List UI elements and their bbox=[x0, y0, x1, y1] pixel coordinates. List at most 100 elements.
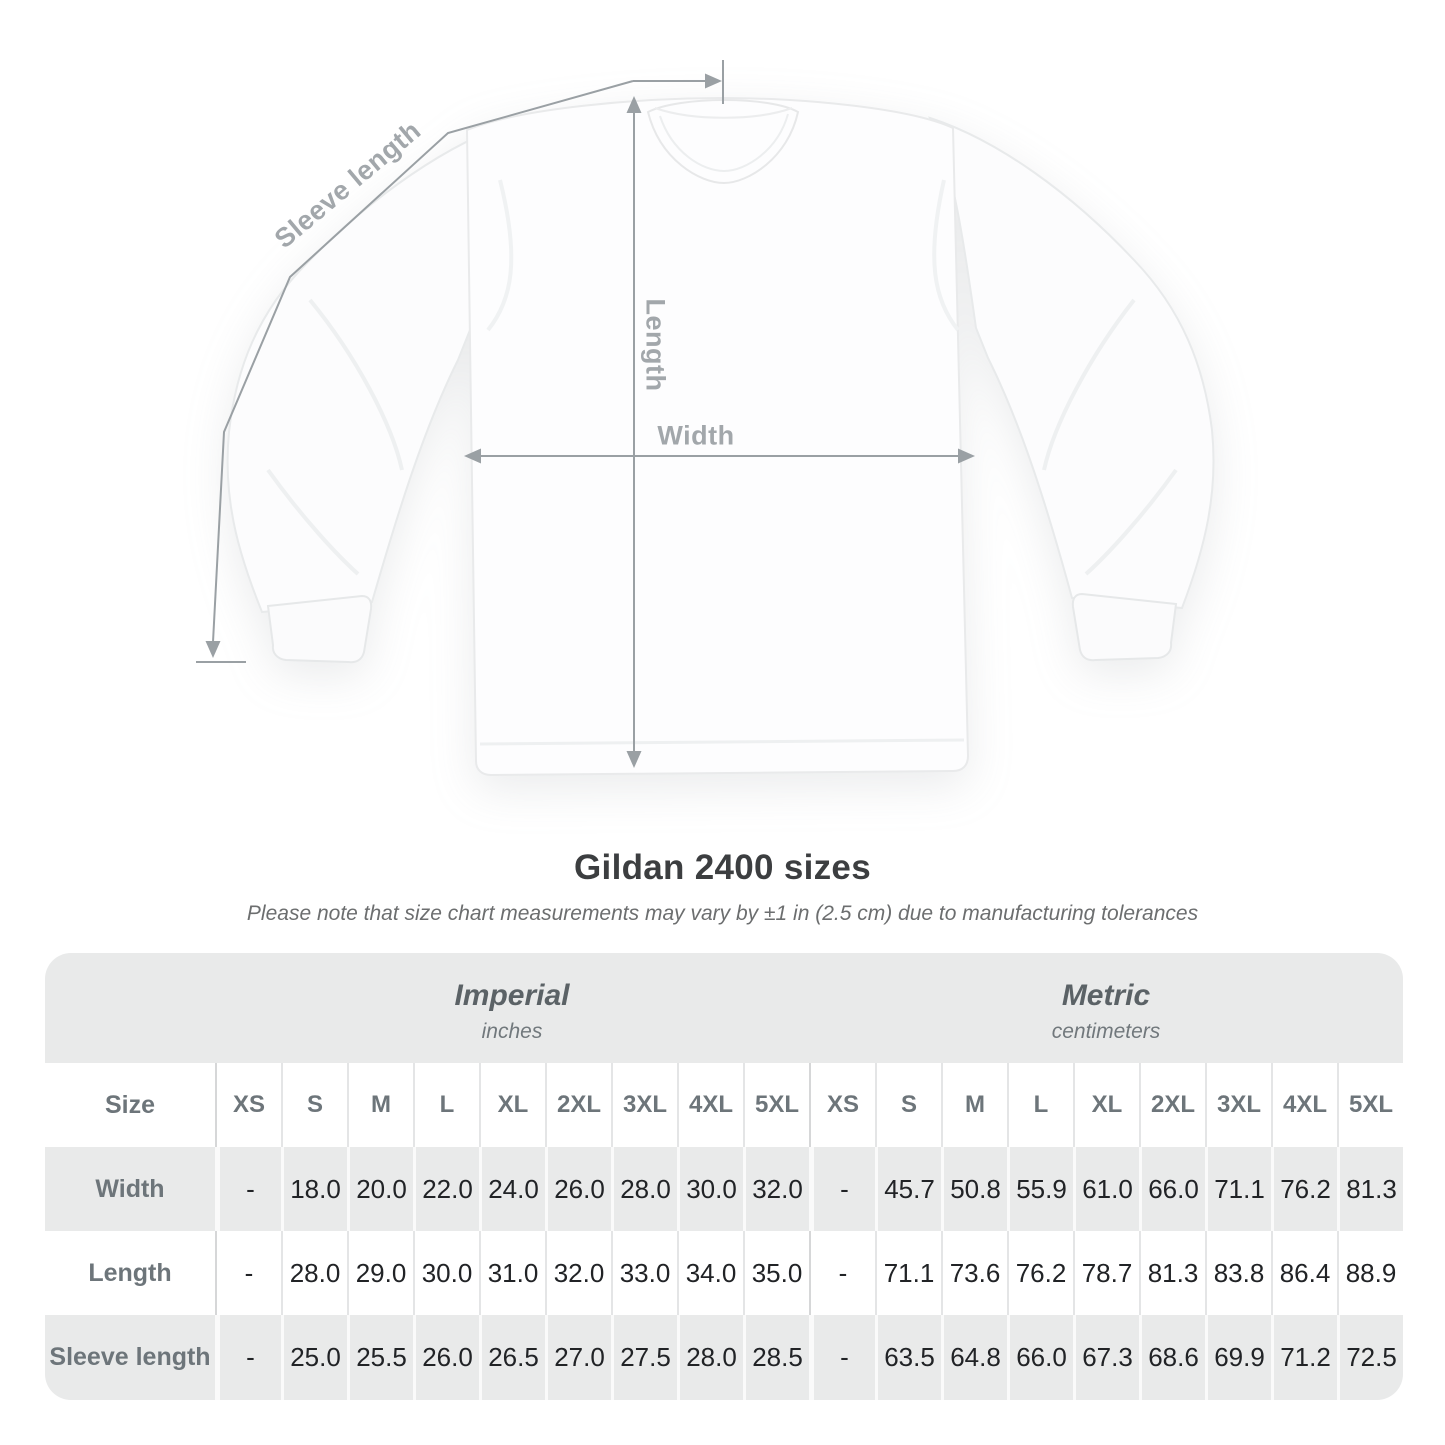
sleeve-metric-value: - bbox=[809, 1315, 875, 1400]
length-metric-value: - bbox=[809, 1231, 875, 1315]
hem-stitch-line bbox=[479, 738, 965, 746]
length-metric-value: 71.1 bbox=[875, 1231, 941, 1315]
width-metric-value: 61.0 bbox=[1073, 1147, 1139, 1231]
collar bbox=[646, 99, 800, 185]
width-metric-value: 76.2 bbox=[1271, 1147, 1337, 1231]
sleeve-imperial-value: 27.5 bbox=[611, 1315, 677, 1400]
size-col-header: M bbox=[347, 1063, 413, 1147]
fold-line bbox=[1084, 468, 1178, 576]
width-imperial-value: 18.0 bbox=[281, 1147, 347, 1231]
arrowhead-right bbox=[705, 73, 722, 89]
size-col-header: M bbox=[941, 1063, 1007, 1147]
width-imperial-value: 32.0 bbox=[743, 1147, 809, 1231]
tolerance-note: Please note that size chart measurements… bbox=[246, 902, 1199, 925]
shirt-body bbox=[465, 96, 970, 777]
size-header-row: Size XS S M L XL 2XL 3XL 4XL 5XL XS S M … bbox=[45, 1063, 1403, 1147]
row-label: Width bbox=[95, 1174, 165, 1203]
length-imperial-value: 28.0 bbox=[281, 1231, 347, 1315]
sleeve-metric-value: 69.9 bbox=[1205, 1315, 1271, 1400]
sleeve-imperial-value: 28.5 bbox=[743, 1315, 809, 1400]
fold-line bbox=[486, 179, 514, 332]
sleeve-metric-value: 71.2 bbox=[1271, 1315, 1337, 1400]
shirt-body-group bbox=[226, 96, 1215, 777]
size-col-header: 4XL bbox=[1271, 1063, 1337, 1147]
collar-back-line bbox=[654, 107, 793, 119]
width-metric-value: 55.9 bbox=[1007, 1147, 1073, 1231]
arrowhead-down bbox=[626, 751, 642, 768]
size-table: Imperial inches Metric centimeters Size … bbox=[45, 953, 1403, 1400]
size-col-header: 3XL bbox=[1205, 1063, 1271, 1147]
length-label: Length bbox=[640, 298, 671, 392]
sleeve-imperial-value: 25.0 bbox=[281, 1315, 347, 1400]
length-metric-value: 81.3 bbox=[1139, 1231, 1205, 1315]
left-cuff bbox=[266, 594, 373, 664]
collar-inner-line bbox=[659, 113, 789, 173]
heading-block: Gildan 2400 sizes Please note that size … bbox=[0, 848, 1445, 926]
sleeve-metric-value: 68.6 bbox=[1139, 1315, 1205, 1400]
size-col-header: 2XL bbox=[1139, 1063, 1205, 1147]
sleeve-metric-value: 72.5 bbox=[1337, 1315, 1403, 1400]
sleeve-metric-value: 64.8 bbox=[941, 1315, 1007, 1400]
fold-line bbox=[308, 298, 404, 471]
width-metric-value: 71.1 bbox=[1205, 1147, 1271, 1231]
size-col-header: XS bbox=[809, 1063, 875, 1147]
size-col-header: 5XL bbox=[1337, 1063, 1403, 1147]
metric-unit: centimeters bbox=[1051, 1019, 1161, 1043]
width-imperial-value: 28.0 bbox=[611, 1147, 677, 1231]
sleeve-metric-value: 63.5 bbox=[875, 1315, 941, 1400]
length-imperial-value: 32.0 bbox=[545, 1231, 611, 1315]
length-imperial-value: 35.0 bbox=[743, 1231, 809, 1315]
size-col-header: 3XL bbox=[611, 1063, 677, 1147]
width-metric-value: 81.3 bbox=[1337, 1147, 1403, 1231]
arrowhead-left bbox=[464, 448, 481, 464]
size-col-header: XL bbox=[479, 1063, 545, 1147]
size-col-header: L bbox=[413, 1063, 479, 1147]
imperial-unit: inches bbox=[481, 1019, 543, 1043]
sleeve-imperial-value: 25.5 bbox=[347, 1315, 413, 1400]
sleeve-imperial-value: 28.0 bbox=[677, 1315, 743, 1400]
sleeve-imperial-value: 26.0 bbox=[413, 1315, 479, 1400]
length-metric-value: 83.8 bbox=[1205, 1231, 1271, 1315]
size-col-header: XS bbox=[215, 1063, 281, 1147]
width-metric-value: - bbox=[809, 1147, 875, 1231]
fold-line bbox=[266, 468, 360, 576]
imperial-label: Imperial bbox=[454, 978, 570, 1012]
table-row-width: Width - 18.0 20.0 22.0 24.0 26.0 28.0 30… bbox=[45, 1147, 1403, 1231]
arrowhead-up bbox=[626, 96, 642, 113]
size-row-header: Size bbox=[104, 1090, 156, 1119]
width-metric-value: 45.7 bbox=[875, 1147, 941, 1231]
length-imperial-value: - bbox=[215, 1231, 281, 1315]
sleeve-metric-value: 66.0 bbox=[1007, 1315, 1073, 1400]
row-label: Sleeve length bbox=[49, 1343, 211, 1371]
length-imperial-value: 29.0 bbox=[347, 1231, 413, 1315]
length-metric-value: 78.7 bbox=[1073, 1231, 1139, 1315]
metric-label: Metric bbox=[1061, 978, 1151, 1012]
length-imperial-value: 30.0 bbox=[413, 1231, 479, 1315]
arrowhead-right bbox=[958, 448, 975, 464]
right-cuff bbox=[1071, 592, 1178, 662]
length-metric-value: 88.9 bbox=[1337, 1231, 1403, 1315]
right-sleeve bbox=[928, 116, 1215, 610]
length-metric-value: 86.4 bbox=[1271, 1231, 1337, 1315]
sleeve-measure-diagonal bbox=[212, 80, 634, 643]
sleeve-imperial-value: 26.5 bbox=[479, 1315, 545, 1400]
width-imperial-value: 22.0 bbox=[413, 1147, 479, 1231]
arrowhead-down bbox=[205, 641, 221, 658]
page-title: Gildan 2400 sizes bbox=[574, 848, 871, 887]
width-imperial-value: 30.0 bbox=[677, 1147, 743, 1231]
shirt-measurement-figure: Sleeve length Length Width bbox=[196, 60, 1215, 777]
width-metric-value: 50.8 bbox=[941, 1147, 1007, 1231]
length-imperial-value: 34.0 bbox=[677, 1231, 743, 1315]
imperial-header: Imperial inches bbox=[215, 953, 809, 1063]
width-imperial-value: 26.0 bbox=[545, 1147, 611, 1231]
row-label: Length bbox=[88, 1258, 172, 1287]
size-col-header: L bbox=[1007, 1063, 1073, 1147]
width-imperial-value: 24.0 bbox=[479, 1147, 545, 1231]
size-col-header: 2XL bbox=[545, 1063, 611, 1147]
length-metric-value: 76.2 bbox=[1007, 1231, 1073, 1315]
unit-header-band: Imperial inches Metric centimeters bbox=[45, 953, 1403, 1063]
fold-line bbox=[932, 179, 960, 332]
length-imperial-value: 33.0 bbox=[611, 1231, 677, 1315]
length-metric-value: 73.6 bbox=[941, 1231, 1007, 1315]
